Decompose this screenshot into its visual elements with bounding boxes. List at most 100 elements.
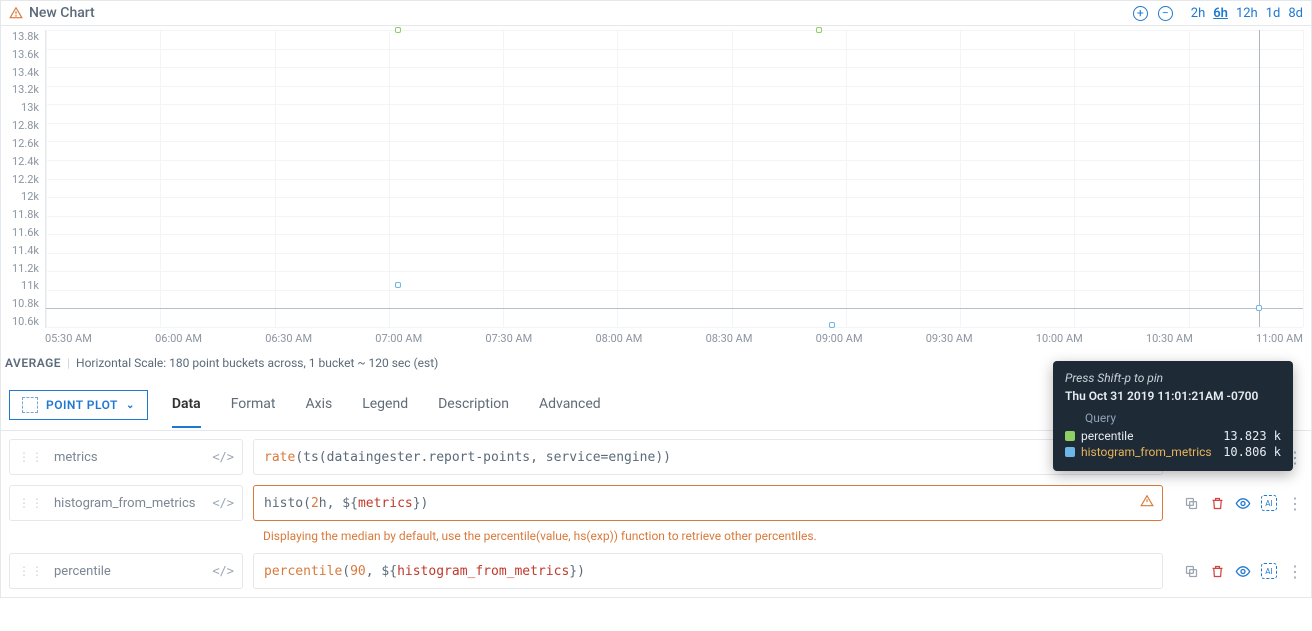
point-plot-icon bbox=[22, 397, 38, 413]
chart-title[interactable]: New Chart bbox=[29, 5, 95, 21]
tooltip-series-value: 10.806 k bbox=[1223, 445, 1281, 459]
code-toggle-icon[interactable]: </> bbox=[212, 450, 234, 464]
query-input[interactable]: histo(2h, ${metrics}) bbox=[253, 485, 1163, 521]
tab-advanced[interactable]: Advanced bbox=[539, 382, 601, 428]
delete-icon[interactable] bbox=[1209, 563, 1225, 579]
tooltip-series-label: histogram_from_metrics bbox=[1081, 445, 1217, 459]
tooltip-query-header: Query bbox=[1065, 411, 1281, 425]
chevron-down-icon: ⌄ bbox=[126, 400, 135, 411]
more-icon[interactable]: ⋮ bbox=[1287, 562, 1303, 581]
plot-area[interactable] bbox=[45, 30, 1303, 328]
x-tick: 11:00 AM bbox=[1256, 332, 1303, 346]
tooltip-row: percentile 13.823 k bbox=[1065, 429, 1281, 443]
drag-handle-icon[interactable]: ⋮⋮ bbox=[18, 500, 44, 506]
warning-icon bbox=[1140, 494, 1154, 512]
tab-axis[interactable]: Axis bbox=[306, 382, 333, 428]
chart-area[interactable]: 13.8k13.6k13.4k13.2k13k12.8k12.6k12.4k12… bbox=[1, 26, 1311, 346]
y-tick: 13.6k bbox=[1, 48, 39, 61]
data-point[interactable] bbox=[1256, 305, 1262, 311]
data-point[interactable] bbox=[395, 27, 401, 33]
clone-icon[interactable] bbox=[1183, 495, 1199, 511]
tab-format[interactable]: Format bbox=[231, 382, 276, 428]
visibility-icon[interactable] bbox=[1235, 495, 1251, 511]
zoom-out-icon[interactable]: − bbox=[1158, 6, 1173, 21]
x-tick: 06:30 AM bbox=[265, 332, 312, 346]
tab-description[interactable]: Description bbox=[438, 382, 509, 428]
x-tick: 08:30 AM bbox=[706, 332, 753, 346]
data-point[interactable] bbox=[816, 27, 822, 33]
x-tick: 09:00 AM bbox=[816, 332, 863, 346]
query-name: percentile bbox=[54, 564, 202, 579]
query-actions: AI ⋮ bbox=[1173, 562, 1303, 581]
y-tick: 12.6k bbox=[1, 137, 39, 150]
hover-tooltip: Press Shift-p to pin Thu Oct 31 2019 11:… bbox=[1053, 361, 1293, 471]
clone-icon[interactable] bbox=[1183, 563, 1199, 579]
plot-type-selector[interactable]: POINT PLOT ⌄ bbox=[9, 390, 148, 420]
summary-text: Horizontal Scale: 180 point buckets acro… bbox=[76, 356, 438, 370]
summary-label: AVERAGE bbox=[5, 356, 61, 370]
drag-handle-icon[interactable]: ⋮⋮ bbox=[18, 568, 44, 574]
query-name-box[interactable]: ⋮⋮metrics</> bbox=[9, 439, 243, 475]
series-swatch bbox=[1065, 447, 1075, 457]
time-range-6h[interactable]: 6h bbox=[1213, 6, 1228, 21]
code-toggle-icon[interactable]: </> bbox=[212, 564, 234, 578]
time-cursor bbox=[1259, 30, 1260, 327]
time-range-2h[interactable]: 2h bbox=[1191, 6, 1205, 21]
y-tick: 10.8k bbox=[1, 297, 39, 310]
delete-icon[interactable] bbox=[1209, 495, 1225, 511]
x-tick: 06:00 AM bbox=[155, 332, 202, 346]
y-tick: 11.8k bbox=[1, 208, 39, 221]
y-tick: 13.2k bbox=[1, 83, 39, 96]
query-input[interactable]: percentile(90, ${histogram_from_metrics}… bbox=[253, 553, 1163, 589]
y-tick: 12.4k bbox=[1, 155, 39, 168]
query-row: ⋮⋮ percentile </> percentile(90, ${histogra… bbox=[9, 553, 1303, 589]
x-tick: 09:30 AM bbox=[926, 332, 973, 346]
plot-type-label: POINT PLOT bbox=[46, 398, 118, 412]
drag-handle-icon[interactable]: ⋮⋮ bbox=[18, 454, 44, 460]
y-tick: 12k bbox=[1, 190, 39, 203]
tab-data[interactable]: Data bbox=[172, 382, 201, 428]
y-axis: 13.8k13.6k13.4k13.2k13k12.8k12.6k12.4k12… bbox=[1, 30, 45, 328]
tooltip-series-label: percentile bbox=[1081, 429, 1217, 443]
time-range-1d[interactable]: 1d bbox=[1266, 6, 1281, 21]
warning-icon bbox=[9, 6, 23, 20]
query-name-box[interactable]: ⋮⋮histogram_from_metrics</> bbox=[9, 485, 243, 521]
y-tick: 11k bbox=[1, 279, 39, 292]
query-warning-message: Displaying the median by default, use th… bbox=[9, 529, 1303, 543]
x-axis: 05:30 AM06:00 AM06:30 AM07:00 AM07:30 AM… bbox=[45, 328, 1303, 346]
more-icon[interactable]: ⋮ bbox=[1287, 494, 1303, 513]
ai-assist-icon[interactable]: AI bbox=[1261, 563, 1277, 579]
tab-legend[interactable]: Legend bbox=[362, 382, 408, 428]
code-toggle-icon[interactable]: </> bbox=[212, 496, 234, 510]
y-tick: 11.6k bbox=[1, 226, 39, 239]
y-tick: 13k bbox=[1, 101, 39, 114]
x-tick: 07:00 AM bbox=[375, 332, 422, 346]
query-row: ⋮⋮histogram_from_metrics</> histo(2h, ${m… bbox=[9, 485, 1303, 521]
y-tick: 12.8k bbox=[1, 119, 39, 132]
visibility-icon[interactable] bbox=[1235, 563, 1251, 579]
y-tick: 11.2k bbox=[1, 262, 39, 275]
tooltip-series-value: 13.823 k bbox=[1223, 429, 1281, 443]
tooltip-row: histogram_from_metrics 10.806 k bbox=[1065, 445, 1281, 459]
y-tick: 10.6k bbox=[1, 315, 39, 328]
time-range-12h[interactable]: 12h bbox=[1236, 6, 1258, 21]
time-controls: + − 2h 6h 12h 1d 8d bbox=[1133, 6, 1303, 21]
query-actions: AI ⋮ bbox=[1173, 494, 1303, 513]
y-tick: 13.4k bbox=[1, 66, 39, 79]
x-tick: 10:00 AM bbox=[1036, 332, 1083, 346]
series-swatch bbox=[1065, 431, 1075, 441]
x-tick: 10:30 AM bbox=[1146, 332, 1193, 346]
ai-assist-icon[interactable]: AI bbox=[1261, 495, 1277, 511]
zoom-in-icon[interactable]: + bbox=[1133, 6, 1148, 21]
data-point[interactable] bbox=[395, 282, 401, 288]
query-name-box[interactable]: ⋮⋮ percentile </> bbox=[9, 553, 243, 589]
y-tick: 12.2k bbox=[1, 173, 39, 186]
chart-header: New Chart + − 2h 6h 12h 1d 8d bbox=[1, 1, 1311, 26]
query-input[interactable]: rate(ts(dataingester.report-points, serv… bbox=[253, 439, 1163, 475]
tooltip-timestamp: Thu Oct 31 2019 11:01:21AM -0700 bbox=[1065, 389, 1281, 403]
reference-line bbox=[46, 308, 1303, 309]
tabs: Data Format Axis Legend Description Advanced bbox=[172, 382, 601, 428]
x-tick: 05:30 AM bbox=[45, 332, 92, 346]
y-tick: 11.4k bbox=[1, 244, 39, 257]
time-range-8d[interactable]: 8d bbox=[1288, 6, 1303, 21]
